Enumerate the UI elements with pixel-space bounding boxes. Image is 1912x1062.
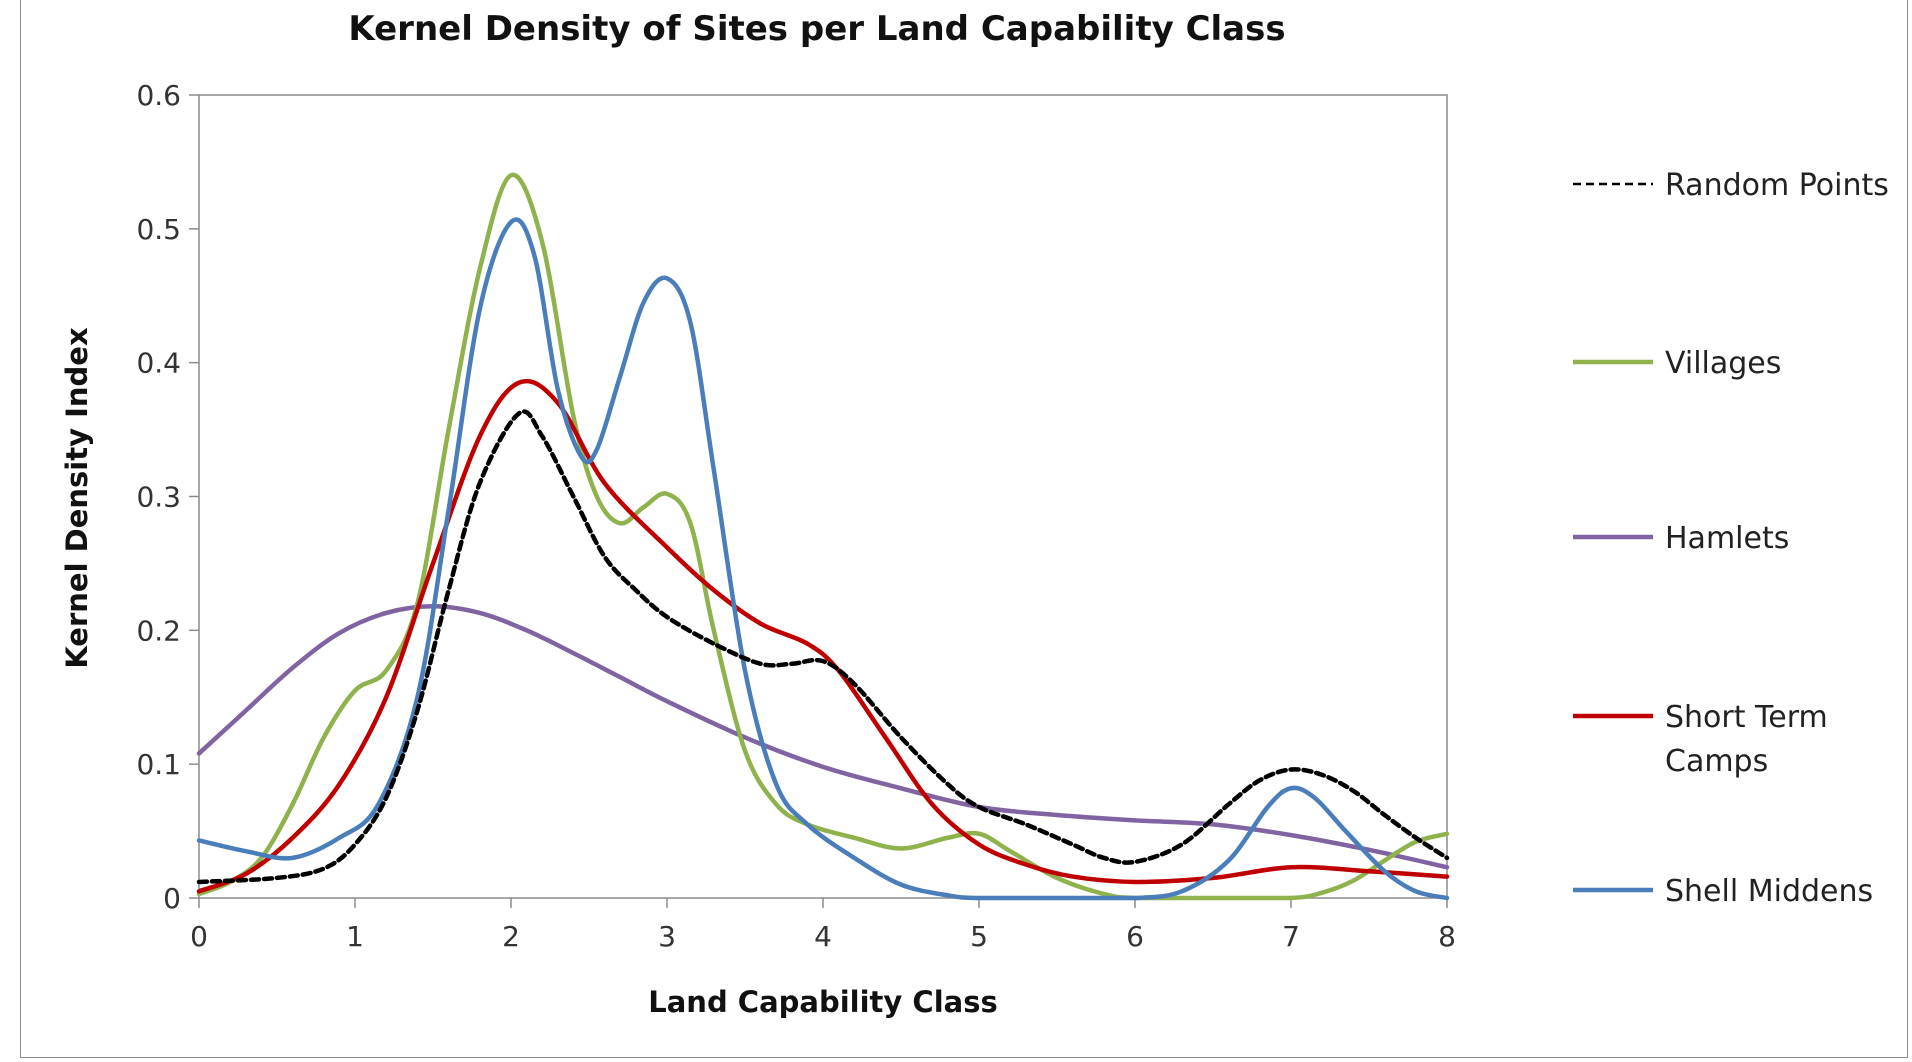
legend-label-short-term-camps: Short Term bbox=[1665, 700, 1828, 735]
x-tick-label: 3 bbox=[658, 920, 676, 953]
legend-label-hamlets: Hamlets bbox=[1665, 521, 1789, 556]
legend-label-random-points: Random Points bbox=[1665, 168, 1889, 203]
x-tick-label: 1 bbox=[346, 920, 364, 953]
legend-label-short-term-camps: Camps bbox=[1665, 744, 1768, 779]
x-tick-label: 8 bbox=[1438, 920, 1456, 953]
y-tick-label: 0.6 bbox=[136, 79, 181, 112]
legend: Random Points Villages Hamlets Short Term Ca… bbox=[1573, 168, 1889, 909]
x-axis-label: Land Capability Class bbox=[648, 985, 998, 1019]
y-tick-label: 0 bbox=[163, 882, 181, 915]
y-axis-label: Kernel Density Index bbox=[60, 327, 94, 669]
series-group bbox=[196, 172, 1450, 901]
chart-frame: Kernel Density of Sites per Land Capabil… bbox=[20, 0, 1908, 1058]
plot-border bbox=[198, 94, 1448, 899]
plot-area: 0 0.1 0.2 0.3 0.4 0.5 0.6 0 1 2 3 4 5 6 7 8 bbox=[136, 79, 1455, 953]
x-tick-label: 0 bbox=[190, 920, 208, 953]
legend-label-shell-middens: Shell Middens bbox=[1665, 874, 1873, 909]
kernel-density-chart: Kernel Density of Sites per Land Capabil… bbox=[60, 9, 1889, 1019]
y-tick-label: 0.5 bbox=[136, 213, 181, 246]
series-line-villages bbox=[196, 172, 1450, 901]
series-line-shell-middens bbox=[196, 217, 1450, 901]
y-tick-label: 0.3 bbox=[136, 481, 181, 514]
series-line-short-term-camps bbox=[196, 378, 1450, 894]
y-tick-label: 0.2 bbox=[136, 614, 181, 647]
x-tick-label: 7 bbox=[1282, 920, 1300, 953]
legend-label-villages: Villages bbox=[1665, 346, 1781, 381]
y-tick-label: 0.4 bbox=[136, 347, 181, 380]
y-tick-label: 0.1 bbox=[136, 748, 181, 781]
x-tick-label: 5 bbox=[970, 920, 988, 953]
x-axis: 0 1 2 3 4 5 6 7 8 bbox=[190, 898, 1456, 953]
chart-title: Kernel Density of Sites per Land Capabil… bbox=[348, 9, 1285, 49]
series-line-hamlets bbox=[196, 603, 1450, 870]
series-line-random-points bbox=[196, 409, 1450, 885]
x-tick-label: 4 bbox=[814, 920, 832, 953]
y-axis: 0 0.1 0.2 0.3 0.4 0.5 0.6 bbox=[136, 79, 199, 915]
x-tick-label: 2 bbox=[502, 920, 520, 953]
x-tick-label: 6 bbox=[1126, 920, 1144, 953]
